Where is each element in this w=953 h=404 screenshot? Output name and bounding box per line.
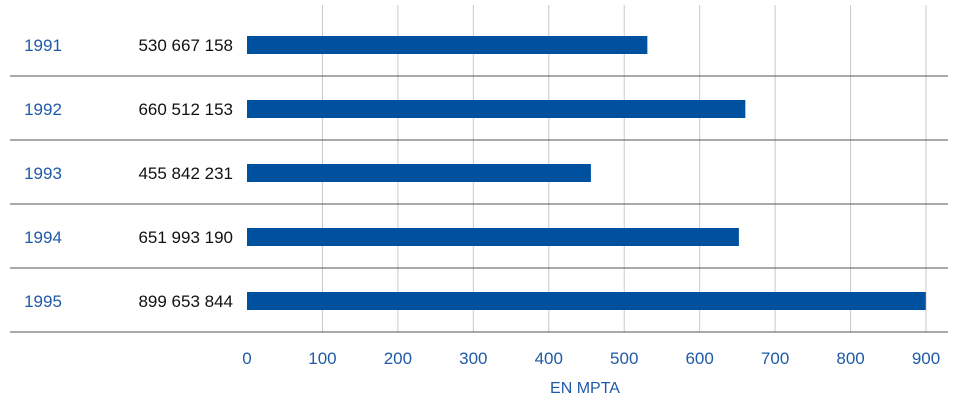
value-label: 530 667 158 [138,36,233,55]
bar [247,228,739,246]
bar [247,164,591,182]
x-tick-label: 300 [459,349,487,368]
bar [247,292,926,310]
category-label: 1992 [24,100,62,119]
x-tick-label: 500 [610,349,638,368]
x-tick-label: 200 [384,349,412,368]
grid-lines [321,5,927,332]
value-label: 899 653 844 [138,292,233,311]
x-tick-label: 0 [242,349,251,368]
value-label: 660 512 153 [138,100,233,119]
x-tick-label: 400 [535,349,563,368]
category-label: 1993 [24,164,62,183]
row-separators [10,75,948,333]
bars [247,36,926,310]
category-labels: 1991 1992 1993 1994 1995 [24,36,62,311]
x-tick-label: 900 [912,349,940,368]
category-label: 1991 [24,36,62,55]
bar [247,36,648,54]
x-tick-label: 100 [308,349,336,368]
value-label: 455 842 231 [138,164,233,183]
category-label: 1995 [24,292,62,311]
x-tick-label: 800 [836,349,864,368]
value-label: 651 993 190 [138,228,233,247]
x-axis-label: EN MPTA [550,380,620,397]
x-tick-labels: 0 100 200 300 400 500 600 700 800 900 [242,349,940,368]
x-tick-label: 700 [761,349,789,368]
bar [247,100,746,118]
category-label: 1994 [24,228,62,247]
value-labels: 530 667 158 660 512 153 455 842 231 651 993… [138,36,233,311]
x-tick-label: 600 [685,349,713,368]
